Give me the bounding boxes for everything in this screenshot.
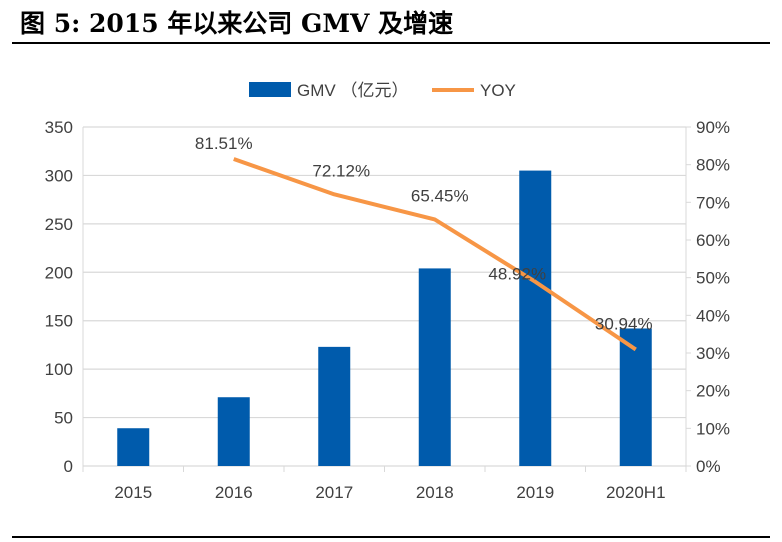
y-tick-label: 0 xyxy=(64,457,73,476)
title-rule xyxy=(12,42,770,44)
x-tick-label: 2015 xyxy=(114,483,152,502)
figure-title: 图 5: 2015 年以来公司 GMV 及增速 xyxy=(20,9,454,38)
y-tick-label: 250 xyxy=(45,215,73,234)
y2-tick-label: 70% xyxy=(696,193,730,212)
bar-2015 xyxy=(117,428,150,466)
y-tick-label: 300 xyxy=(45,166,73,185)
y2-tick-label: 0% xyxy=(696,457,721,476)
bar-2019 xyxy=(519,170,552,467)
legend-gmv-swatch xyxy=(249,82,291,97)
x-tick-label: 2019 xyxy=(516,483,554,502)
y2-tick-label: 80% xyxy=(696,156,730,175)
yoy-data-label: 48.92% xyxy=(488,265,546,284)
y-tick-label: 50 xyxy=(54,409,73,428)
y-tick-label: 350 xyxy=(45,118,73,137)
bar-2016 xyxy=(217,397,250,466)
yoy-line xyxy=(233,157,637,352)
y2-tick-label: 30% xyxy=(696,344,730,363)
y-tick-label: 200 xyxy=(45,263,73,282)
y2-tick-label: 40% xyxy=(696,306,730,325)
y2-tick-label: 60% xyxy=(696,231,730,250)
yoy-data-label: 72.12% xyxy=(312,161,370,180)
bar-2018 xyxy=(418,268,451,466)
legend-yoy-label: YOY xyxy=(480,81,516,100)
yoy-data-label: 81.51% xyxy=(195,134,253,153)
x-tick-label: 2017 xyxy=(315,483,353,502)
x-tick-label: 2020H1 xyxy=(606,483,666,502)
yoy-data-label: 65.45% xyxy=(411,186,469,205)
y2-tick-label: 50% xyxy=(696,269,730,288)
bottom-rule xyxy=(12,536,770,538)
bar-2020H1 xyxy=(619,328,652,466)
y-tick-label: 150 xyxy=(45,312,73,331)
yoy-data-label: 30.94% xyxy=(595,314,653,333)
bar-2017 xyxy=(318,346,351,466)
y2-tick-label: 10% xyxy=(696,419,730,438)
x-tick-label: 2018 xyxy=(416,483,454,502)
y2-tick-label: 90% xyxy=(696,118,730,137)
y-tick-label: 100 xyxy=(45,360,73,379)
x-tick-label: 2016 xyxy=(215,483,253,502)
y2-tick-label: 20% xyxy=(696,382,730,401)
legend-gmv-label: GMV （亿元） xyxy=(297,81,408,100)
